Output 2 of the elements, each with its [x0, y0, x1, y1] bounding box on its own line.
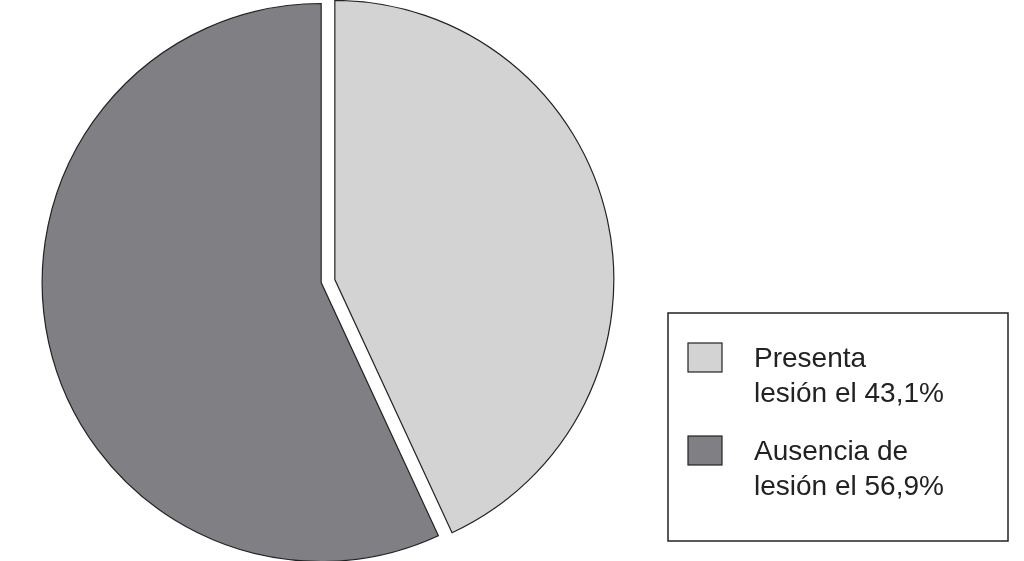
- legend-label: Presenta lesión el 43,1%: [754, 342, 944, 408]
- legend-label: Ausencia de lesión el 56,9%: [754, 435, 944, 501]
